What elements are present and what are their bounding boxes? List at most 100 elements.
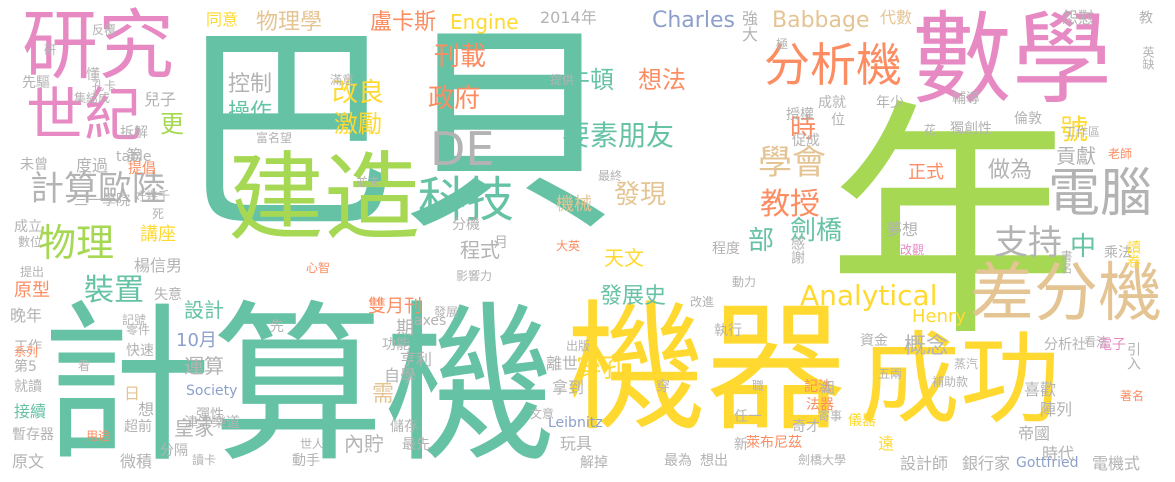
word-159: 世人 — [300, 437, 325, 451]
word-17: 支持 — [994, 223, 1062, 263]
word-79: 記法 — [804, 379, 832, 395]
word-98: 代數 — [880, 8, 913, 27]
word-8: 差分機 — [970, 257, 1162, 331]
word-113: 讀卷 — [1125, 240, 1141, 268]
word-63: Society — [186, 383, 238, 399]
word-11: 分析機 — [764, 38, 902, 92]
word-162: 看 — [78, 359, 91, 373]
word-25: 政府 — [428, 84, 481, 114]
word-28: 控制 — [228, 72, 273, 97]
word-179: 促成 — [792, 133, 820, 149]
word-169: 三一學院 — [74, 193, 130, 209]
word-126: 拆解 — [120, 125, 148, 141]
word-88: 就讀 — [14, 379, 42, 395]
word-148: 出版 — [566, 339, 591, 353]
word-39: 劍橋 — [790, 216, 843, 246]
word-100: 教 — [1137, 10, 1153, 24]
word-1: 年 — [828, 79, 1078, 370]
word-155: 新 — [734, 437, 748, 453]
word-46: 裝置 — [84, 273, 144, 308]
word-37: 時 — [790, 114, 817, 144]
word-27: 激勵 — [334, 110, 382, 138]
word-174: 富名望 — [256, 131, 293, 145]
word-52: 運算 — [184, 354, 224, 378]
word-54: 10月 — [176, 330, 217, 351]
word-147: 文意 — [530, 407, 555, 421]
word-49: 做為 — [988, 158, 1033, 183]
word-151: 任一 — [734, 409, 762, 425]
word-76: 拿到 — [552, 378, 585, 397]
word-45: 原型 — [14, 280, 50, 301]
word-142: 想 — [138, 400, 155, 419]
word-173: 滿意 — [330, 73, 355, 87]
word-65: 玩具 — [560, 434, 593, 453]
word-116: 分析社 — [1044, 337, 1086, 353]
word-161: 用途 — [86, 429, 111, 443]
word-181: 發展 — [434, 305, 459, 319]
word-97: 解掉 — [580, 455, 608, 471]
word-124: 兒子 — [144, 90, 177, 109]
word-56: 期 — [396, 318, 414, 339]
word-184: 改進 — [690, 295, 715, 309]
word-62: 機械 — [556, 194, 592, 215]
word-42: 程式 — [460, 238, 500, 262]
word-0: 巴貝 — [178, 4, 619, 260]
word-102: 強大 — [739, 10, 758, 42]
word-16: 學會 — [758, 143, 826, 183]
word-4: 成功 — [860, 321, 1060, 438]
word-119: 程度 — [712, 241, 740, 257]
word-47: 概念 — [904, 334, 949, 359]
word-72: 喜歡 — [1024, 380, 1057, 399]
word-104: 成就 — [818, 95, 846, 111]
word-192: 動力 — [732, 275, 757, 289]
word-135: 記號 — [122, 313, 147, 327]
word-146: 儲存 — [390, 419, 418, 435]
word-109: 老師 — [1108, 147, 1133, 161]
word-41: 天文 — [604, 246, 644, 270]
word-117: 看法 — [1084, 335, 1109, 349]
word-35: 物理學 — [256, 10, 323, 35]
word-170: 好幾千 — [134, 189, 171, 203]
word-67: 萊布尼茲 — [746, 435, 802, 451]
word-118: 感謝 — [789, 236, 805, 264]
word-21: 想法 — [638, 66, 686, 94]
word-114: 著名 — [1120, 389, 1145, 403]
word-15: 號 — [1060, 113, 1089, 146]
word-93: 讀卡 — [192, 453, 217, 467]
word-137: 零件 — [126, 323, 151, 337]
word-33: Babbage — [772, 8, 870, 33]
word-94: 動手 — [292, 453, 320, 469]
word-131: 提倡 — [128, 161, 156, 177]
word-12: 計算歐陸 — [30, 169, 166, 209]
word-30: 發現 — [614, 180, 667, 210]
word-77: 執行 — [714, 323, 742, 339]
word-55: 雙月刊 — [368, 296, 422, 317]
word-2: 計算機 — [40, 285, 556, 482]
word-166: 懂 — [86, 67, 100, 83]
word-115: 引入 — [1125, 342, 1141, 370]
word-24: 刊載 — [434, 42, 487, 72]
word-61: 同意 — [206, 10, 239, 29]
word-145: 功能 — [382, 337, 410, 353]
word-85: 晚年 — [10, 306, 43, 325]
word-64: Leibnitz — [548, 415, 603, 431]
word-19: 要素朋友 — [562, 119, 675, 152]
word-78: 時代 — [1042, 444, 1075, 463]
word-75: 離世 — [546, 354, 579, 373]
word-68: Gottfried — [1016, 455, 1079, 471]
word-53: 皇家 — [174, 416, 214, 440]
word-172: 並未 — [356, 175, 381, 189]
word-154: 儀器 — [848, 413, 876, 429]
word-178: 花 — [924, 123, 937, 137]
word-165: 反覆 — [92, 23, 117, 37]
word-182: 影響力 — [456, 269, 493, 283]
word-9: 世紀 — [26, 81, 143, 149]
word-13: 物理 — [38, 221, 115, 265]
word-139: 超前 — [124, 419, 152, 435]
word-80: 法器 — [806, 397, 834, 413]
word-141: 日 — [124, 384, 141, 403]
word-48: 貢獻 — [1056, 144, 1096, 168]
word-134: 提出 — [20, 265, 45, 279]
word-32: Charles — [652, 8, 735, 33]
word-163: 研 — [44, 43, 57, 57]
